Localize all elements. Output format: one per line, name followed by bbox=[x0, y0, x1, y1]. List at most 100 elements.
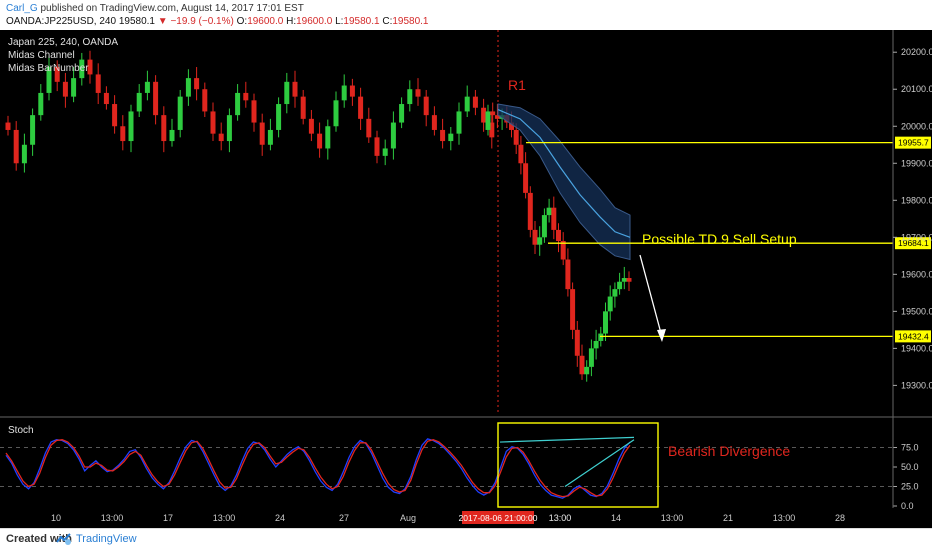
chart-canvas[interactable]: 19955.7 19684.1 19432.4 75.0 50.0 25.0 0.0 20… bbox=[0, 30, 932, 528]
price-tick-label: 19300.0 bbox=[901, 380, 932, 390]
candle-body bbox=[617, 281, 623, 290]
price-tick-label: 19400.0 bbox=[901, 343, 932, 353]
time-tick-label: 17 bbox=[163, 513, 173, 523]
candles-layer bbox=[5, 50, 632, 382]
candle-body bbox=[325, 126, 331, 149]
stoch-tick-label: 25.0 bbox=[901, 482, 919, 492]
stoch-tick-label: 75.0 bbox=[901, 443, 919, 453]
candle-body bbox=[537, 237, 543, 245]
candle-body bbox=[366, 118, 372, 138]
candle-body bbox=[518, 144, 524, 164]
level-tag bbox=[895, 330, 931, 343]
level-tag bbox=[895, 237, 931, 250]
last-price: 19580.1 bbox=[118, 16, 155, 27]
candle-body bbox=[210, 111, 216, 134]
price-tick-label: 19600.0 bbox=[901, 269, 932, 279]
candle-body bbox=[333, 100, 339, 127]
divergence-line-lower bbox=[564, 439, 635, 487]
candle-body bbox=[481, 107, 487, 123]
candle-body bbox=[161, 115, 167, 142]
open-label: O: bbox=[236, 16, 248, 27]
open-value: 19600.0 bbox=[247, 16, 284, 27]
low-label: L: bbox=[335, 16, 344, 27]
chart-header: Carl_G published on TradingView.com, Aug… bbox=[0, 0, 932, 30]
footer: Created with TradingView bbox=[0, 528, 932, 551]
candle-body bbox=[532, 229, 538, 245]
candle-body bbox=[120, 126, 126, 142]
candle-body bbox=[349, 85, 355, 97]
candle-body bbox=[62, 81, 68, 97]
price-tick-label: 20200.0 bbox=[901, 47, 932, 57]
candle-body bbox=[194, 78, 200, 90]
candle-body bbox=[177, 96, 183, 130]
candle-body bbox=[598, 333, 604, 341]
candle-body bbox=[485, 111, 491, 130]
candle-body bbox=[235, 92, 241, 116]
candle-body bbox=[276, 104, 282, 130]
price-tick-label: 19800.0 bbox=[901, 195, 932, 205]
candle-body bbox=[588, 348, 594, 367]
low-value: 19580.1 bbox=[343, 16, 380, 27]
candle-body bbox=[407, 89, 413, 105]
tradingview-brand-link[interactable]: TradingView bbox=[76, 533, 137, 545]
candle-body bbox=[136, 92, 142, 112]
candle-body bbox=[390, 122, 396, 149]
candle-body bbox=[292, 81, 298, 97]
candle-body bbox=[541, 215, 547, 238]
candle-body bbox=[574, 329, 580, 356]
candle-body bbox=[30, 115, 36, 145]
candle-body bbox=[259, 122, 265, 145]
candle-body bbox=[527, 192, 533, 230]
candle-body bbox=[153, 81, 159, 116]
candle-body bbox=[358, 96, 364, 119]
candle-body bbox=[513, 129, 519, 145]
candle-body bbox=[13, 129, 19, 164]
stoch-tick-label: 0.0 bbox=[901, 501, 914, 511]
stoch-pane: 75.0 50.0 25.0 0.0 bbox=[0, 422, 919, 511]
publish-line: Carl_G published on TradingView.com, Aug… bbox=[6, 3, 304, 14]
candle-body bbox=[546, 207, 552, 216]
setup-annotation: Possible TD 9 Sell Setup bbox=[642, 231, 797, 247]
candle-body bbox=[448, 133, 454, 142]
candle-body bbox=[551, 207, 557, 230]
time-tick-label: 13:00 bbox=[773, 513, 796, 523]
stoch-label: Stoch bbox=[8, 425, 34, 436]
level-tag-text: 19684.1 bbox=[898, 238, 929, 248]
candle-body bbox=[593, 340, 599, 349]
candle-body bbox=[579, 355, 585, 375]
candle-body bbox=[431, 115, 437, 130]
candle-body bbox=[185, 78, 191, 97]
candle-body bbox=[612, 289, 618, 297]
midas-channel-midline bbox=[497, 109, 631, 238]
candle-body bbox=[456, 111, 462, 134]
time-tick-label: Aug bbox=[400, 513, 416, 523]
levels-layer: 19955.7 19684.1 19432.4 bbox=[526, 136, 931, 343]
candle-body bbox=[112, 104, 118, 127]
candle-body bbox=[560, 241, 566, 260]
down-arrow-icon: ▼ bbox=[157, 16, 168, 27]
candle-body bbox=[54, 67, 60, 82]
candle-body bbox=[284, 81, 290, 105]
projection-arrow-head bbox=[657, 329, 666, 342]
time-highlight-text: 2017-08-06 21:00:00 bbox=[459, 513, 538, 523]
time-tick-label: 13:00 bbox=[661, 513, 684, 523]
price-tick-label: 20100.0 bbox=[901, 84, 932, 94]
candle-body bbox=[490, 111, 496, 116]
published-text: published on TradingView.com, August 14,… bbox=[40, 3, 304, 14]
quote-line: OANDA:JP225USD, 240 19580.1 ▼ −19.9 (−0.… bbox=[6, 16, 429, 27]
author-link[interactable]: Carl_G bbox=[6, 3, 38, 14]
candle-body bbox=[202, 89, 208, 112]
tradingview-logo-icon bbox=[56, 533, 71, 545]
candle-body bbox=[144, 81, 150, 93]
candle-body bbox=[21, 144, 27, 164]
candle-body bbox=[300, 96, 306, 119]
close-label: C: bbox=[382, 16, 393, 27]
candle-body bbox=[570, 289, 576, 330]
level-tag-text: 19955.7 bbox=[898, 138, 929, 148]
price-tick-label: 19500.0 bbox=[901, 306, 932, 316]
time-tick-label: 27 bbox=[339, 513, 349, 523]
candle-body bbox=[523, 163, 529, 193]
candle-body bbox=[169, 129, 175, 142]
symbol-label: OANDA:JP225USD, 240 bbox=[6, 16, 117, 27]
candle-body bbox=[556, 229, 561, 242]
